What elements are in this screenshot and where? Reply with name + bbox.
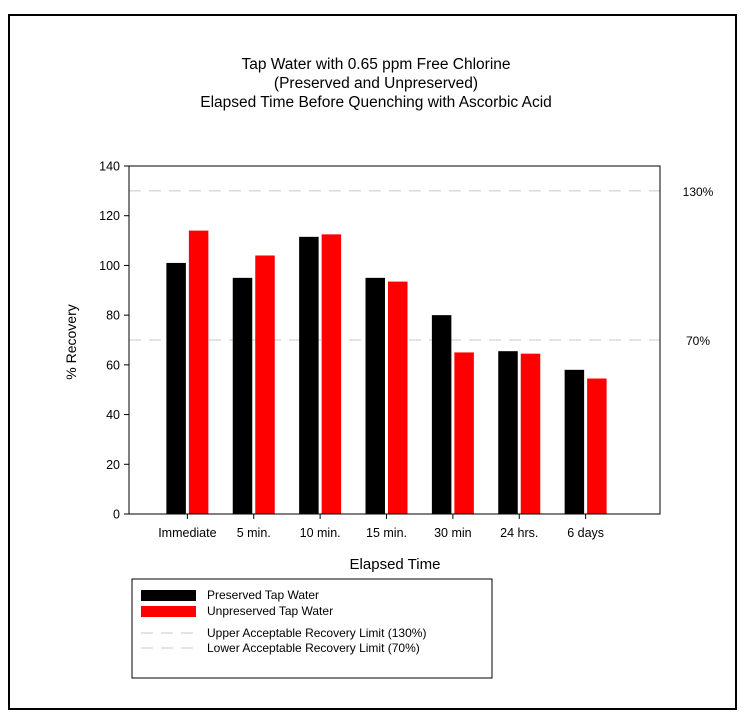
bar-preserved-2 <box>299 236 319 515</box>
y-axis-label: % Recovery <box>63 304 79 379</box>
x-tick-label-5: 24 hrs. <box>500 526 538 540</box>
x-tick-label-2: 10 min. <box>300 526 341 540</box>
legend-label-upper-limit: Upper Acceptable Recovery Limit (130%) <box>207 626 426 640</box>
bar-unpreserved-5 <box>520 353 541 514</box>
x-tick-label-3: 15 min. <box>366 526 407 540</box>
chart-title: Tap Water with 0.65 ppm Free Chlorine <box>241 56 510 73</box>
y-ticks-group: 0 20 40 60 80 100 120 140 <box>99 160 129 522</box>
plot-area-border <box>128 165 661 515</box>
legend-label-lower-limit: Lower Acceptable Recovery Limit (70%) <box>207 641 420 655</box>
y-tick-label-20: 20 <box>106 458 120 472</box>
y-tick-label-40: 40 <box>106 408 120 422</box>
x-tick-label-0: Immediate <box>158 526 216 540</box>
x-tick-label-4: 30 min <box>434 526 472 540</box>
bars-group <box>166 230 607 515</box>
y-tick-label-60: 60 <box>106 358 120 372</box>
bar-chart: Tap Water with 0.65 ppm Free Chlorine (P… <box>63 56 714 679</box>
y-tick-label-0: 0 <box>113 508 120 522</box>
bar-preserved-1 <box>232 277 253 514</box>
legend-label-unpreserved: Unpreserved Tap Water <box>207 604 333 618</box>
bar-preserved-0 <box>166 262 186 514</box>
bar-preserved-4 <box>431 315 452 514</box>
chart-subtitle-line-2: Elapsed Time Before Quenching with Ascor… <box>200 94 552 111</box>
y-tick-label-80: 80 <box>106 309 120 323</box>
x-axis-label: Elapsed Time <box>350 556 441 573</box>
bar-preserved-6 <box>564 369 585 514</box>
reference-line-label-0: 130% <box>683 185 714 199</box>
y-tick-label-120: 120 <box>99 209 120 223</box>
x-tick-label-1: 5 min. <box>237 526 271 540</box>
bar-preserved-3 <box>365 277 385 514</box>
legend-box <box>131 578 493 679</box>
bar-unpreserved-2 <box>321 234 342 514</box>
axes-group <box>128 165 661 515</box>
bar-unpreserved-6 <box>587 378 607 514</box>
reference-line-label-1: 70% <box>686 334 710 348</box>
legend: Preserved Tap Water Unpreserved Tap Wate… <box>131 578 493 679</box>
legend-label-preserved: Preserved Tap Water <box>207 588 319 602</box>
x-ticks-group: Immediate 5 min. 10 min. 15 min. 30 min 24 hr… <box>158 514 604 540</box>
bar-unpreserved-3 <box>388 281 408 514</box>
bar-unpreserved-4 <box>454 352 474 514</box>
y-tick-label-140: 140 <box>99 160 120 174</box>
bar-unpreserved-1 <box>255 255 275 514</box>
y-tick-label-100: 100 <box>99 259 120 273</box>
bar-preserved-5 <box>498 351 518 514</box>
reference-lines: 130% 70% <box>129 185 714 348</box>
x-tick-label-6: 6 days <box>567 526 604 540</box>
chart-frame: Tap Water with 0.65 ppm Free Chlorine (P… <box>8 14 737 710</box>
bar-unpreserved-0 <box>188 230 209 514</box>
chart-subtitle-line-1: (Preserved and Unpreserved) <box>274 75 478 92</box>
legend-swatch-preserved <box>141 590 196 601</box>
legend-swatch-unpreserved <box>141 606 196 617</box>
